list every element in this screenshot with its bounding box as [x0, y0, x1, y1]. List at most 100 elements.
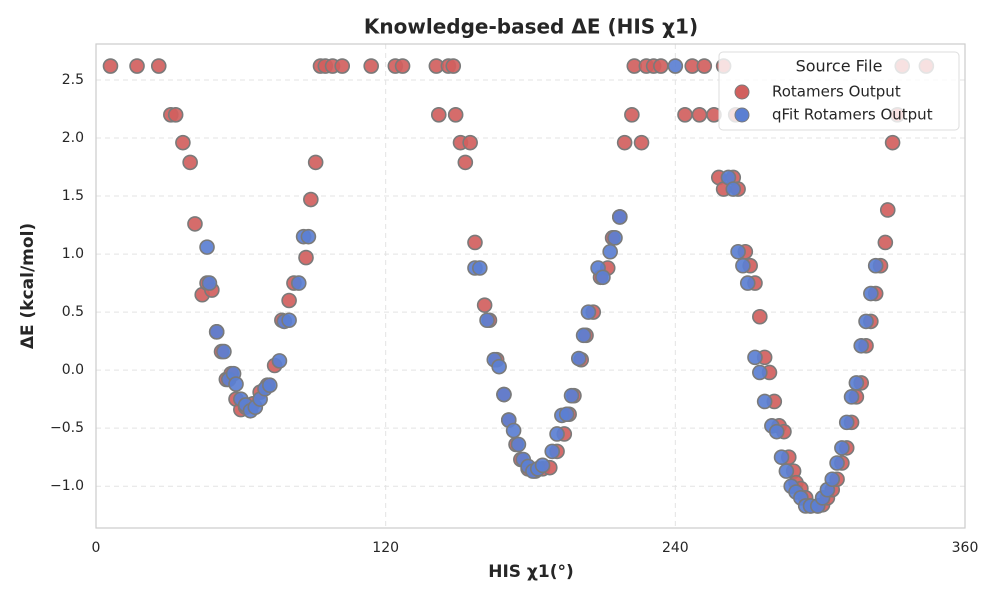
scatter-point [691, 107, 708, 123]
scatter-point [182, 154, 198, 171]
y-tick-label: −0.5 [50, 420, 84, 436]
scatter-point [457, 154, 474, 171]
scatter-point [863, 285, 879, 302]
y-axis-label: ΔE (kcal/mol) [18, 223, 38, 349]
scatter-point [834, 440, 850, 456]
scatter-point [496, 386, 512, 403]
scatter-point [725, 181, 742, 197]
scatter-point [667, 58, 684, 74]
scatter-point [491, 358, 507, 375]
scatter-point [201, 275, 218, 291]
scatter-point [187, 216, 203, 232]
scatter-point [199, 239, 215, 255]
x-tick-label: 0 [92, 540, 101, 556]
y-tick-label: −1.0 [50, 478, 84, 494]
scatter-point [281, 292, 297, 309]
scatter-point [290, 275, 307, 291]
scatter-point [773, 449, 790, 465]
scatter-point [476, 297, 493, 313]
scatter-point [261, 377, 278, 394]
grid [95, 44, 966, 528]
scatter-point [848, 375, 865, 391]
scatter-point [677, 107, 693, 123]
legend-marker [734, 84, 750, 100]
y-tick-label: 0.5 [62, 304, 84, 320]
x-tick-label: 240 [662, 540, 689, 556]
y-tick-label: 1.5 [62, 188, 84, 204]
scatter-point [756, 393, 773, 410]
scatter-point [271, 353, 288, 369]
scatter-point [549, 426, 565, 442]
scatter-point [445, 58, 462, 74]
scatter-point [544, 443, 561, 460]
chart-title: Knowledge-based ΔE (HIS χ1) [364, 15, 698, 39]
scatter-point [624, 107, 640, 123]
scatter-point [298, 249, 314, 266]
scatter-point [228, 376, 244, 392]
scatter-point [479, 312, 495, 329]
legend-label: Rotamers Output [772, 83, 901, 101]
scatter-point [575, 327, 592, 344]
scatter-point [824, 471, 841, 488]
points [102, 58, 935, 514]
scatter-point [175, 134, 191, 151]
legend-label: qFit Rotamers Output [772, 106, 933, 124]
scatter-point [867, 257, 884, 274]
legend-box [718, 51, 960, 131]
scatter-point [735, 257, 751, 274]
scatter-point [216, 343, 232, 360]
scatter-point [768, 423, 785, 440]
plot-frame [95, 43, 966, 529]
scatter-point [510, 436, 527, 453]
scatter-point [616, 134, 633, 151]
scatter-point [829, 455, 845, 471]
x-tick-label: 360 [952, 540, 979, 556]
scatter-point [739, 275, 756, 291]
scatter-point [447, 107, 464, 123]
scatter-point [858, 313, 874, 330]
scatter-point [843, 389, 860, 405]
scatter-point [281, 312, 297, 329]
scatter-point [778, 463, 795, 479]
scatter-point [505, 422, 522, 439]
y-tick-label: 2.5 [62, 72, 84, 88]
x-axis-label: HIS χ1(°) [488, 562, 574, 582]
legend: Source File Rotamers Output qFit Rotamers … [718, 51, 960, 131]
scatter-point [307, 154, 324, 171]
scatter-point [558, 406, 575, 423]
scatter-point [467, 234, 483, 251]
scatter-point [730, 243, 746, 260]
x-tick-label: 120 [372, 540, 399, 556]
scatter-point [430, 107, 447, 123]
scatter-point [653, 58, 669, 74]
scatter-point [879, 202, 896, 218]
scatter-point [853, 337, 870, 354]
scatter-point [752, 364, 768, 381]
scatter-point [167, 107, 184, 123]
scatter-point [303, 191, 319, 208]
y-tick-label: 0.0 [62, 362, 84, 378]
y-tick-label: 1.0 [62, 246, 84, 262]
scatter-point [563, 387, 580, 404]
scatter-point [884, 134, 901, 151]
scatter-point [696, 58, 713, 74]
scatter-point [394, 58, 411, 74]
legend-title: Source File [796, 57, 883, 76]
scatter-point [612, 209, 628, 225]
scatter-point [102, 58, 119, 74]
scatter-point [607, 230, 623, 246]
scatter-point [300, 228, 317, 245]
y-tick-label: 2.0 [62, 130, 84, 146]
scatter-point [534, 457, 551, 474]
scatter-point [580, 304, 597, 320]
scatter-point [129, 58, 145, 74]
scatter-point [633, 134, 650, 151]
scatter-point [334, 58, 351, 74]
scatter-point [363, 58, 379, 74]
scatter-point [570, 350, 587, 367]
scatter-point [208, 324, 225, 340]
scatter-point [838, 414, 855, 431]
scatter-point [747, 349, 763, 366]
scatter-point [877, 234, 894, 251]
